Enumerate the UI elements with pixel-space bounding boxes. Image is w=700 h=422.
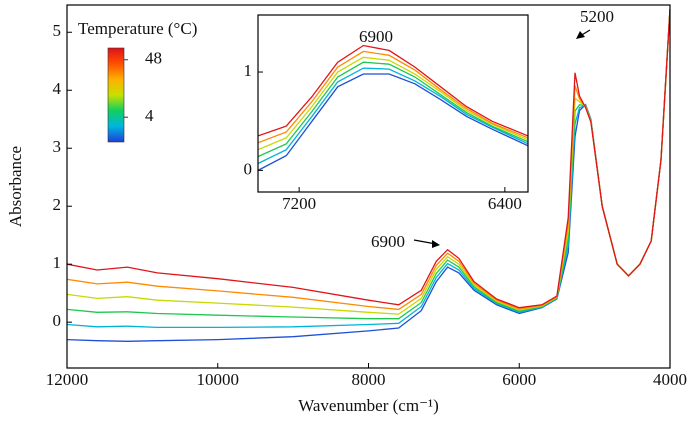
spectrum-line [258, 73, 528, 171]
arrow-head [432, 240, 440, 248]
plot-area [258, 44, 528, 171]
y-tick-label: 3 [53, 137, 62, 156]
colorbar [107, 47, 125, 143]
y-axis-label: Absorbance [6, 146, 25, 227]
annotation: 6900 [371, 232, 405, 251]
y-tick-label: 2 [53, 195, 62, 214]
x-axis-label: Wavenumber (cm⁻¹) [298, 396, 439, 415]
x-tick-label: 6400 [488, 194, 522, 213]
colorbar-tick-label: 4 [145, 106, 154, 125]
y-tick-label: 5 [53, 21, 62, 40]
x-tick-label: 7200 [282, 194, 316, 213]
y-tick-label: 1 [244, 61, 253, 80]
spectrum-line [258, 56, 528, 151]
annotation: 5200 [580, 7, 614, 26]
x-tick-label: 10000 [197, 370, 240, 389]
spectrum-line [258, 50, 528, 144]
colorbar-title: Temperature (°C) [78, 19, 197, 38]
spectrum-line [258, 44, 528, 137]
axes-frame [257, 14, 529, 193]
x-tick-label: 6000 [502, 370, 536, 389]
y-tick-label: 4 [53, 79, 62, 98]
x-tick-label: 8000 [352, 370, 386, 389]
y-tick-label: 0 [53, 311, 62, 330]
arrow-head [576, 31, 585, 39]
spectrum-line [258, 67, 528, 165]
y-tick-label: 0 [244, 159, 253, 178]
y-tick-label: 1 [53, 253, 62, 272]
spectrum-line [67, 9, 670, 309]
inset-background [258, 15, 528, 192]
colorbar-tick-label: 48 [145, 49, 162, 68]
plot-area [67, 9, 670, 342]
annotation: 6900 [359, 27, 393, 46]
spectrum-line [258, 61, 528, 158]
x-tick-label: 12000 [46, 370, 89, 389]
x-tick-label: 4000 [653, 370, 687, 389]
